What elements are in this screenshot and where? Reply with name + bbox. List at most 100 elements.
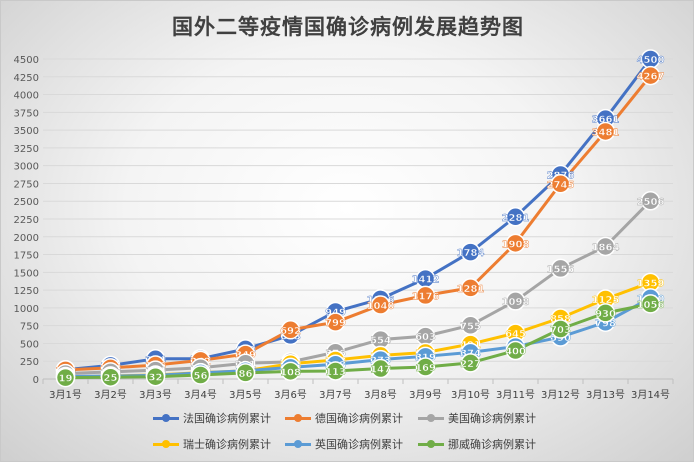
data-point-5-5 <box>280 361 301 382</box>
data-label-3-13: 1359 <box>637 278 665 289</box>
data-label-0-8: 1412 <box>412 275 440 286</box>
data-label-2-11: 1555 <box>547 264 575 275</box>
x-tick-label-8: 3月9号 <box>409 389 442 401</box>
chart-title: 国外二等疫情国确诊病例发展趋势图 <box>172 15 524 39</box>
legend-item-1: 德国确诊病例累计 <box>285 409 403 427</box>
data-label-3-12: 1125 <box>592 295 620 306</box>
data-point-5-13 <box>640 294 661 314</box>
x-tick-label-7: 3月8号 <box>364 389 397 401</box>
data-point-1-11 <box>550 174 571 194</box>
data-label-1-11: 2745 <box>547 180 575 191</box>
data-point-5-6 <box>325 361 346 381</box>
chart-legend: 法国确诊病例累计 德国确诊病例累计 美国确诊病例累计瑞士确诊病例累计 英国确诊病例累计… <box>153 409 553 457</box>
data-label-1-13: 4267 <box>637 72 665 83</box>
data-point-5-2 <box>145 366 166 387</box>
data-label-1-10: 1908 <box>502 239 530 250</box>
data-label-5-7: 147 <box>370 365 391 376</box>
legend-swatch-icon <box>285 438 311 450</box>
y-tick-label-8: 2000 <box>14 233 39 244</box>
y-tick-label-3: 750 <box>20 322 39 333</box>
x-tick-label-11: 3月12号 <box>541 389 580 401</box>
data-label-1-12: 3481 <box>592 127 620 138</box>
legend-swatch-icon <box>418 438 444 450</box>
data-point-0-9 <box>460 242 481 262</box>
y-tick-label-11: 2750 <box>14 179 39 190</box>
y-tick-label-2: 500 <box>20 339 39 350</box>
data-label-5-8: 169 <box>415 363 436 374</box>
data-label-0-13: 4500 <box>637 55 665 66</box>
legend-label: 瑞士确诊病例累计 <box>183 438 271 451</box>
legend-swatch-icon <box>153 412 179 424</box>
data-label-5-2: 32 <box>149 373 163 384</box>
data-label-1-8: 1176 <box>412 291 440 302</box>
x-tick-label-10: 3月11号 <box>496 389 535 401</box>
data-label-2-9: 755 <box>460 321 481 332</box>
data-point-5-8 <box>415 357 436 377</box>
data-label-5-9: 227 <box>460 359 481 370</box>
y-tick-label-13: 3250 <box>14 144 39 155</box>
data-label-5-11: 703 <box>550 325 571 336</box>
data-point-1-12 <box>595 121 616 142</box>
data-label-0-10: 2281 <box>502 213 530 224</box>
y-tick-label-7: 1750 <box>14 251 39 262</box>
legend-label: 美国确诊病例累计 <box>448 412 536 425</box>
legend-label: 德国确诊病例累计 <box>315 412 403 425</box>
y-tick-label-1: 250 <box>20 357 39 368</box>
data-point-2-9 <box>460 315 481 336</box>
data-label-5-12: 930 <box>595 309 616 320</box>
data-label-5-5: 108 <box>280 367 301 378</box>
series-line-2 <box>65 199 652 376</box>
data-label-5-13: 1056 <box>637 300 665 311</box>
data-label-5-4: 86 <box>239 369 253 380</box>
legend-item-3: 瑞士确诊病例累计 <box>153 435 271 453</box>
data-label-0-9: 1784 <box>457 248 485 259</box>
legend-item-0: 法国确诊病例累计 <box>153 409 271 427</box>
legend-label: 法国确诊病例累计 <box>183 412 271 425</box>
y-tick-label-6: 1500 <box>14 268 39 279</box>
data-point-5-10 <box>505 340 526 361</box>
data-point-2-11 <box>550 258 571 279</box>
data-point-1-6 <box>325 312 346 332</box>
data-point-0-10 <box>505 207 526 227</box>
legend-label: 英国确诊病例累计 <box>315 438 403 451</box>
data-point-1-5 <box>280 320 301 340</box>
data-label-1-9: 1281 <box>457 284 485 295</box>
legend-swatch-icon <box>285 412 311 424</box>
data-point-5-12 <box>595 303 616 323</box>
y-tick-label-14: 3500 <box>14 126 39 137</box>
data-label-0-12: 3661 <box>592 115 620 126</box>
y-tick-label-15: 3750 <box>14 108 39 119</box>
data-label-2-12: 1864 <box>592 242 620 253</box>
data-point-2-13 <box>640 191 661 211</box>
data-label-3-10: 645 <box>505 329 526 340</box>
data-label-2-10: 1098 <box>502 297 530 308</box>
legend-swatch-icon <box>153 438 179 450</box>
data-point-5-9 <box>460 353 481 373</box>
data-label-5-10: 400 <box>505 347 526 358</box>
data-point-1-10 <box>505 233 526 254</box>
y-tick-label-18: 4500 <box>14 55 39 66</box>
x-tick-label-0: 3月1号 <box>49 389 82 401</box>
data-label-1-5: 692 <box>280 326 301 337</box>
x-tick-label-4: 3月5号 <box>229 389 262 401</box>
y-tick-label-17: 4250 <box>14 73 39 84</box>
x-tick-label-3: 3月4号 <box>184 389 217 401</box>
legend-item-5: 挪威确诊病例累计 <box>418 435 536 453</box>
x-tick-label-12: 3月13号 <box>586 389 625 401</box>
data-label-1-7: 1040 <box>367 301 395 312</box>
data-label-5-3: 56 <box>194 371 208 382</box>
legend-label: 挪威确诊病例累计 <box>448 438 536 451</box>
data-point-5-7 <box>370 358 391 379</box>
legend-item-2: 美国确诊病例累计 <box>418 409 536 427</box>
x-tick-label-13: 3月14号 <box>631 389 670 401</box>
y-tick-label-5: 1250 <box>14 286 39 297</box>
data-point-1-7 <box>370 295 391 315</box>
data-point-2-12 <box>595 236 616 257</box>
y-tick-label-4: 1000 <box>14 304 39 315</box>
x-tick-label-9: 3月10号 <box>451 389 490 401</box>
data-point-1-8 <box>415 285 436 306</box>
data-label-5-6: 113 <box>325 367 346 378</box>
data-label-5-1: 25 <box>104 373 118 384</box>
